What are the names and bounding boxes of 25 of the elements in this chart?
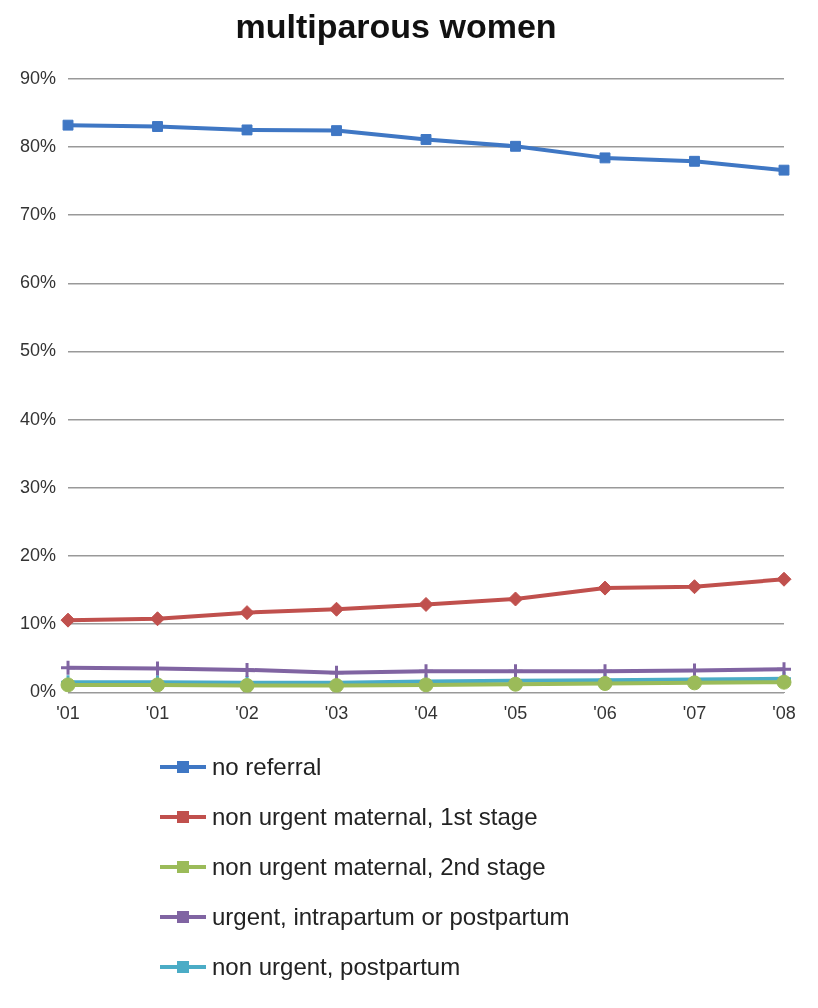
y-tick-label: 80% [20, 135, 57, 156]
y-tick-label: 90% [20, 67, 57, 88]
x-tick-label: '01 [145, 703, 170, 724]
x-tick-label: '03 [324, 703, 349, 724]
y-tick-label: 60% [20, 272, 57, 293]
y-tick-label: 0% [30, 681, 57, 702]
y-tick-label: 10% [20, 613, 57, 634]
y-tick-label: 70% [20, 204, 57, 225]
chart-title: multiparous women [235, 6, 557, 45]
x-tick-label: '05 [503, 703, 528, 724]
y-tick-label: 30% [20, 476, 57, 497]
legend-label: urgent, intrapartum or postpartum [212, 903, 570, 931]
x-tick-label: '06 [593, 703, 617, 724]
y-tick-label: 40% [20, 408, 57, 429]
legend-label: non urgent maternal, 1st stage [212, 803, 538, 831]
legend-label: no referral [212, 753, 322, 781]
y-tick-label: 20% [20, 545, 57, 566]
x-tick-label: '01 [56, 703, 80, 724]
x-tick-label: '07 [682, 703, 707, 724]
x-tick-label: '04 [414, 703, 438, 724]
x-tick-label: '08 [772, 703, 796, 724]
x-tick-label: '02 [235, 703, 259, 724]
legend-label: non urgent maternal, 2nd stage [212, 853, 546, 881]
legend-label: non urgent, postpartum [212, 953, 461, 981]
y-tick-label: 50% [20, 340, 57, 361]
